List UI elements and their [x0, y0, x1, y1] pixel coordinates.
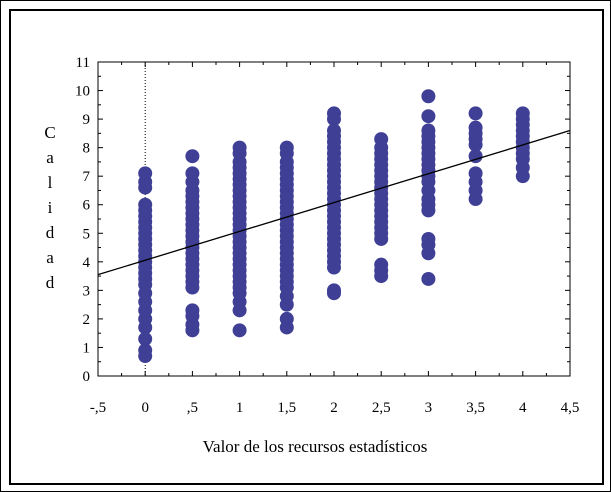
x-tick-label: 4: [519, 400, 527, 416]
y-tick-label: 10: [75, 84, 90, 100]
data-point: [138, 331, 153, 346]
y-axis-label-letter: a: [46, 248, 54, 267]
data-point: [185, 149, 200, 164]
x-tick-label: 1,5: [277, 400, 296, 416]
data-point: [185, 166, 200, 181]
y-tick-label: 7: [83, 169, 91, 185]
data-point: [232, 140, 247, 155]
x-tick-label: 2,5: [372, 400, 391, 416]
trend-line: [97, 129, 571, 276]
y-tick-label: 11: [76, 55, 90, 71]
x-tick-label: 0: [141, 400, 149, 416]
figure-inner-frame: [9, 9, 604, 485]
y-axis-label-letter: d: [46, 273, 55, 292]
data-point: [279, 140, 294, 155]
data-point: [185, 303, 200, 318]
x-tick-label: 2: [330, 400, 338, 416]
y-axis-label-letter: i: [48, 198, 53, 217]
y-tick-label: 3: [83, 283, 91, 299]
y-axis-label-letter: l: [48, 173, 53, 192]
y-axis-label-letter: a: [46, 148, 54, 167]
data-point: [232, 323, 247, 338]
data-point: [327, 123, 341, 138]
y-tick-label: 9: [83, 112, 91, 128]
data-point: [468, 149, 483, 164]
data-point: [515, 106, 530, 121]
data-point: [374, 132, 389, 147]
y-tick-label: 2: [83, 312, 91, 328]
data-points: [138, 89, 530, 364]
trend-line-group: [97, 129, 571, 276]
y-tick-label: 1: [83, 340, 91, 356]
axis-ticks: [97, 61, 571, 377]
y-tick-label: 6: [83, 198, 91, 214]
x-tick-label: 1: [236, 400, 244, 416]
x-tick-label: 3: [425, 400, 433, 416]
x-tick-label: 4,5: [561, 400, 580, 416]
y-tick-label: 0: [83, 369, 91, 385]
data-point: [138, 166, 153, 181]
y-axis-label-letter: C: [44, 123, 55, 142]
x-axis-label: Valor de los recursos estadísticos: [203, 437, 428, 456]
data-point: [327, 106, 341, 121]
x-tick-label: -,5: [90, 400, 106, 416]
y-tick-label: 4: [83, 255, 91, 271]
y-tick-label: 8: [83, 141, 91, 157]
data-point: [279, 311, 294, 326]
data-point: [138, 197, 153, 212]
y-tick-label: 5: [83, 226, 91, 242]
x-tick-label: ,5: [187, 400, 198, 416]
data-point: [421, 231, 436, 246]
data-point: [421, 123, 436, 138]
x-tick-label: 3,5: [466, 400, 485, 416]
data-point: [327, 283, 341, 298]
data-point: [138, 343, 153, 358]
data-point: [421, 89, 436, 104]
data-point: [468, 106, 483, 121]
data-point: [421, 271, 436, 286]
data-point: [468, 120, 483, 135]
data-point: [421, 109, 436, 124]
data-point: [468, 166, 483, 181]
y-axis-label-letter: d: [46, 223, 55, 242]
data-point: [374, 257, 389, 272]
tick-labels: 0 1 2 3 4 5 6 7 8 9 10 11 -,5 0 ,5 1 1,5 2 2,5 3 3,5 4 4,5: [75, 55, 579, 416]
